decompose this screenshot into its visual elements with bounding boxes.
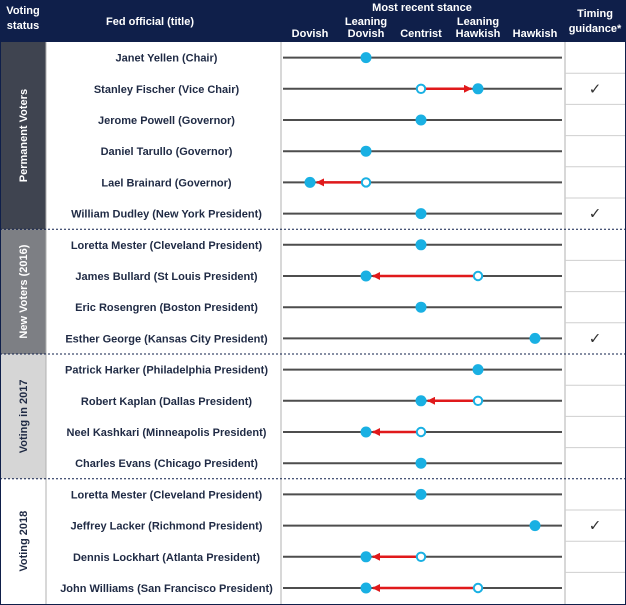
timing-guidance-check: ✓ <box>589 80 602 98</box>
official-row: John Williams (San Francisco President) <box>60 582 562 595</box>
official-row: Robert Kaplan (Dallas President) <box>81 395 562 408</box>
current-stance-dot <box>529 332 541 344</box>
current-stance-dot <box>472 364 484 376</box>
official-name: Loretta Mester (Cleveland President) <box>71 489 263 501</box>
official-name: Patrick Harker (Philadelphia President) <box>65 365 268 377</box>
group-label: Voting 2018 <box>18 511 30 572</box>
official-row: Jeffrey Lacker (Richmond President) ✓ <box>71 517 602 535</box>
official-name: Loretta Mester (Cleveland President) <box>71 240 263 252</box>
stance-category-label: Dovish <box>292 28 329 40</box>
official-rows: Janet Yellen (Chair) Stanley Fischer (Vic… <box>60 52 601 595</box>
stance-category-label: Leaning <box>457 16 499 28</box>
current-stance-dot <box>415 488 427 500</box>
group-label: Permanent Voters <box>18 89 30 182</box>
current-stance-dot <box>360 582 372 594</box>
current-stance-dot <box>415 208 427 220</box>
official-row: Loretta Mester (Cleveland President) <box>71 239 562 252</box>
official-row: Eric Rosengren (Boston President) <box>75 301 562 314</box>
fed-official-header: Fed official (title) <box>106 16 194 28</box>
official-name: Robert Kaplan (Dallas President) <box>81 396 252 408</box>
official-name: Neel Kashkari (Minneapolis President) <box>67 427 267 439</box>
stance-category-label: Centrist <box>400 28 442 40</box>
official-row: Daniel Tarullo (Governor) <box>101 145 562 158</box>
previous-stance-dot <box>360 177 372 188</box>
most-recent-stance-header: Most recent stance <box>372 2 472 14</box>
official-row: Loretta Mester (Cleveland President) <box>71 488 562 501</box>
stance-category-label: Hawkish <box>456 28 501 40</box>
header-bar <box>0 0 626 42</box>
official-row: Jerome Powell (Governor) <box>98 114 562 127</box>
group-label: Voting in 2017 <box>18 380 30 454</box>
official-name: Stanley Fischer (Vice Chair) <box>94 84 240 96</box>
previous-stance-dot <box>415 426 427 438</box>
current-stance-dot <box>360 270 372 282</box>
group-block <box>1 354 46 479</box>
group-block <box>1 478 46 604</box>
official-row: Patrick Harker (Philadelphia President) <box>65 364 562 377</box>
current-stance-dot <box>415 114 427 126</box>
official-name: Dennis Lockhart (Atlanta President) <box>73 552 260 564</box>
current-stance-dot <box>415 301 427 313</box>
previous-stance-dot <box>472 395 484 406</box>
official-name: Jeffrey Lacker (Richmond President) <box>71 521 263 533</box>
voting-status-header-line2: status <box>7 20 39 32</box>
official-name: Esther George (Kansas City President) <box>65 333 268 345</box>
official-name: John Williams (San Francisco President) <box>60 583 273 595</box>
group-block <box>1 42 46 230</box>
stance-category-label: Leaning <box>345 16 387 28</box>
previous-stance-dot <box>472 270 484 282</box>
official-name: Eric Rosengren (Boston President) <box>75 302 258 314</box>
previous-stance-dot <box>415 551 427 562</box>
current-stance-dot <box>360 551 372 563</box>
current-stance-dot <box>360 426 372 438</box>
current-stance-dot <box>360 145 372 157</box>
group-label: New Voters (2016) <box>18 244 30 338</box>
current-stance-dot <box>415 395 427 407</box>
timing-guidance-check: ✓ <box>589 517 602 535</box>
official-row: Lael Brainard (Governor) <box>101 176 562 189</box>
official-row: Dennis Lockhart (Atlanta President) <box>73 551 562 564</box>
official-row: Esther George (Kansas City President) ✓ <box>65 329 601 347</box>
timing-guidance-header-line2: guidance* <box>569 23 622 35</box>
official-name: Charles Evans (Chicago President) <box>75 458 258 470</box>
group-block <box>1 229 46 354</box>
table-gridlines <box>0 42 626 604</box>
official-row: Janet Yellen (Chair) <box>116 52 562 65</box>
official-row: James Bullard (St Louis President) <box>75 270 562 283</box>
current-stance-dot <box>529 520 541 532</box>
group-column: Permanent Voters New Voters (2016) Voting … <box>1 42 46 604</box>
official-name: Janet Yellen (Chair) <box>116 53 218 65</box>
current-stance-dot <box>415 457 427 469</box>
official-row: Stanley Fischer (Vice Chair) ✓ <box>94 80 601 98</box>
voting-status-header-line1: Voting <box>6 5 39 17</box>
current-stance-dot <box>415 239 427 251</box>
official-name: James Bullard (St Louis President) <box>75 271 257 283</box>
timing-guidance-check: ✓ <box>589 329 602 347</box>
previous-stance-dot <box>472 582 484 594</box>
stance-category-label: Dovish <box>348 28 385 40</box>
official-name: William Dudley (New York President) <box>71 209 262 221</box>
official-row: William Dudley (New York President) ✓ <box>71 205 601 223</box>
current-stance-dot <box>472 83 484 95</box>
official-name: Lael Brainard (Governor) <box>101 177 232 189</box>
timing-guidance-header-line1: Timing <box>577 8 613 20</box>
official-name: Daniel Tarullo (Governor) <box>101 146 233 158</box>
timing-guidance-check: ✓ <box>589 205 602 223</box>
official-name: Jerome Powell (Governor) <box>98 115 235 127</box>
official-row: Neel Kashkari (Minneapolis President) <box>67 426 562 439</box>
stance-category-label: Hawkish <box>513 28 558 40</box>
current-stance-dot <box>304 176 316 188</box>
current-stance-dot <box>360 52 372 64</box>
official-row: Charles Evans (Chicago President) <box>75 457 562 470</box>
previous-stance-dot <box>415 83 427 95</box>
